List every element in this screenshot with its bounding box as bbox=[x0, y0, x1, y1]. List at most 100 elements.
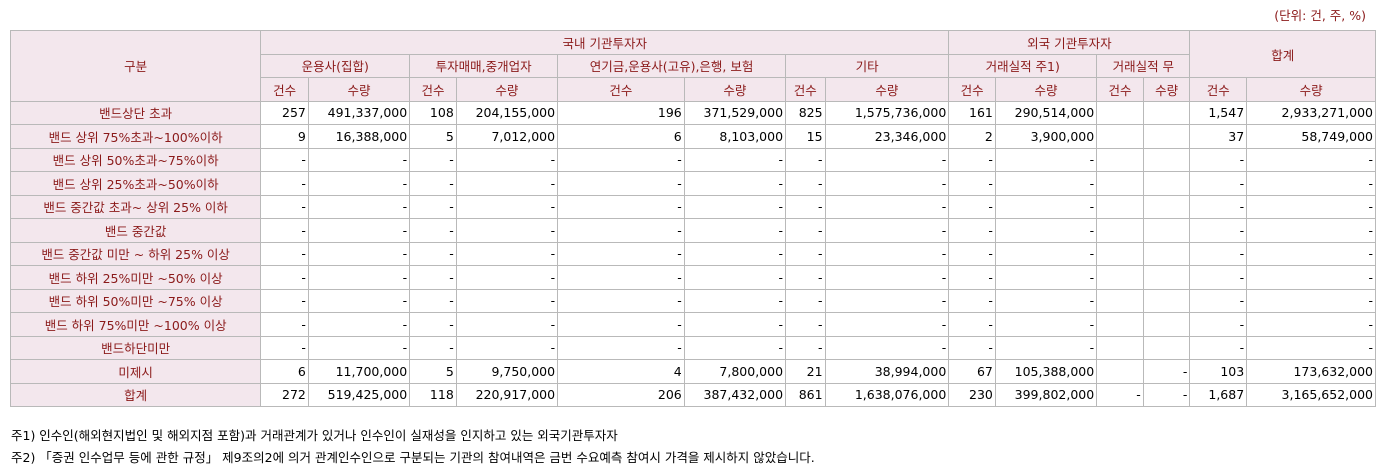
count-cell: - bbox=[409, 194, 457, 219]
count-cell: - bbox=[948, 241, 996, 266]
quantity-cell: - bbox=[683, 218, 787, 243]
count-cell: 6 bbox=[557, 124, 685, 149]
quantity-cell: 7,012,000 bbox=[455, 124, 559, 149]
count-cell: - bbox=[785, 171, 826, 196]
count-cell: - bbox=[557, 147, 685, 172]
row-label: 밴드상단 초과 bbox=[9, 100, 262, 125]
category-header: 구분 bbox=[9, 30, 262, 102]
quantity-cell: 491,337,000 bbox=[307, 100, 411, 125]
quantity-cell bbox=[1142, 265, 1191, 290]
quantity-cell: 220,917,000 bbox=[455, 382, 559, 407]
row-label: 밴드하단미만 bbox=[9, 335, 262, 360]
count-cell: 196 bbox=[557, 100, 685, 125]
row-label: 밴드 하위 50%미만 ~75% 이상 bbox=[9, 288, 262, 313]
quantity-cell: 290,514,000 bbox=[994, 100, 1098, 125]
quantity-cell: - bbox=[455, 171, 559, 196]
count-column-header: 건수 bbox=[260, 77, 309, 102]
header-row-1: 구분 국내 기관투자자 외국 기관투자자 합계 bbox=[9, 30, 1376, 102]
quantity-cell: - bbox=[307, 218, 411, 243]
quantity-cell: 399,802,000 bbox=[994, 382, 1098, 407]
count-cell: - bbox=[1189, 265, 1248, 290]
row-label: 밴드 중간값 초과~ 상위 25% 이하 bbox=[9, 194, 262, 219]
count-cell: - bbox=[260, 288, 309, 313]
table-row: 밴드 중간값 - - - - - - - - - - - - bbox=[9, 218, 1376, 243]
count-cell: - bbox=[785, 147, 826, 172]
count-cell: 9 bbox=[260, 124, 309, 149]
others-header: 기타 bbox=[785, 53, 950, 78]
table-body: 밴드상단 초과 257 491,337,000 108 204,155,000 196 37… bbox=[9, 100, 1376, 407]
quantity-cell: - bbox=[994, 241, 1098, 266]
count-cell: 37 bbox=[1189, 124, 1248, 149]
asset-manager-collective-header: 운용사(집합) bbox=[260, 53, 411, 78]
count-cell: - bbox=[557, 288, 685, 313]
count-cell: - bbox=[785, 218, 826, 243]
quantity-cell: - bbox=[1246, 171, 1376, 196]
quantity-cell: - bbox=[683, 335, 787, 360]
total-header: 합계 bbox=[1189, 30, 1376, 78]
quantity-cell: 387,432,000 bbox=[683, 382, 787, 407]
table-row: 밴드하단미만 - - - - - - - - - - - - bbox=[9, 335, 1376, 360]
footnote-1: 주1) 인수인(해외현지법인 및 해외지점 포함)과 거래관계가 있거나 인수인… bbox=[11, 428, 618, 443]
count-cell: - bbox=[260, 194, 309, 219]
count-cell bbox=[1096, 171, 1144, 196]
quantity-cell: - bbox=[307, 265, 411, 290]
count-cell: - bbox=[409, 218, 457, 243]
quantity-cell: 173,632,000 bbox=[1246, 359, 1376, 384]
header-row-3: 건수 수량 건수 수량 건수 수량 건수 수량 건수 수량 건수 수량 건수 수량 bbox=[11, 77, 1376, 102]
count-cell: - bbox=[948, 194, 996, 219]
count-cell bbox=[1096, 288, 1144, 313]
quantity-cell: - bbox=[307, 312, 411, 337]
quantity-cell bbox=[1142, 288, 1191, 313]
count-cell: - bbox=[557, 171, 685, 196]
count-cell bbox=[1096, 335, 1144, 360]
quantity-cell: - bbox=[307, 171, 411, 196]
quantity-cell: 7,800,000 bbox=[683, 359, 787, 384]
table-row: 밴드상단 초과 257 491,337,000 108 204,155,000 196 37… bbox=[9, 100, 1376, 125]
count-cell: - bbox=[557, 218, 685, 243]
count-column-header: 건수 bbox=[1096, 77, 1144, 102]
quantity-cell bbox=[1142, 100, 1191, 125]
count-cell: 5 bbox=[409, 359, 457, 384]
quantity-cell: 58,749,000 bbox=[1246, 124, 1376, 149]
quantity-cell: 1,575,736,000 bbox=[824, 100, 950, 125]
quantity-cell: 519,425,000 bbox=[307, 382, 411, 407]
count-cell: - bbox=[409, 335, 457, 360]
demand-forecast-table: 구분 국내 기관투자자 외국 기관투자자 합계 운용사(집합) 투자매매,중개업… bbox=[9, 30, 1376, 407]
count-cell bbox=[1096, 124, 1144, 149]
pension-bank-insurance-header: 연기금,운용사(고유),은행, 보험 bbox=[557, 53, 787, 78]
table-row: 밴드 하위 50%미만 ~75% 이상 - - - - - - - - - - - - bbox=[9, 288, 1376, 313]
count-cell: - bbox=[948, 335, 996, 360]
quantity-cell: - bbox=[455, 265, 559, 290]
with-trade-record-header: 거래실적 주1) bbox=[948, 53, 1098, 78]
count-column-header: 건수 bbox=[409, 77, 457, 102]
count-cell: 4 bbox=[557, 359, 685, 384]
table-row: 밴드 상위 25%초과~50%이하 - - - - - - - - - - - - bbox=[9, 171, 1376, 196]
quantity-column-header: 수량 bbox=[1142, 77, 1191, 102]
quantity-cell: - bbox=[994, 147, 1098, 172]
quantity-column-header: 수량 bbox=[455, 77, 559, 102]
count-cell: - bbox=[785, 241, 826, 266]
quantity-cell: - bbox=[1246, 312, 1376, 337]
quantity-cell: - bbox=[824, 312, 950, 337]
quantity-cell: - bbox=[994, 171, 1098, 196]
quantity-cell: 2,933,271,000 bbox=[1246, 100, 1376, 125]
count-cell bbox=[1096, 194, 1144, 219]
count-cell: 206 bbox=[557, 382, 685, 407]
count-cell: - bbox=[409, 147, 457, 172]
count-cell: - bbox=[785, 194, 826, 219]
count-cell: - bbox=[409, 312, 457, 337]
count-cell: - bbox=[785, 288, 826, 313]
quantity-cell: 23,346,000 bbox=[824, 124, 950, 149]
count-cell: 67 bbox=[948, 359, 996, 384]
quantity-cell: 3,900,000 bbox=[994, 124, 1098, 149]
quantity-cell: - bbox=[1246, 147, 1376, 172]
quantity-cell: - bbox=[307, 241, 411, 266]
quantity-cell: - bbox=[455, 335, 559, 360]
domestic-institutions-header: 국내 기관투자자 bbox=[260, 30, 950, 55]
quantity-cell: - bbox=[824, 147, 950, 172]
table-row: 합계 272 519,425,000 118 220,917,000 206 387,432… bbox=[9, 382, 1376, 407]
count-cell: 21 bbox=[785, 359, 826, 384]
count-cell: - bbox=[260, 335, 309, 360]
count-cell: - bbox=[948, 265, 996, 290]
count-cell: - bbox=[409, 241, 457, 266]
